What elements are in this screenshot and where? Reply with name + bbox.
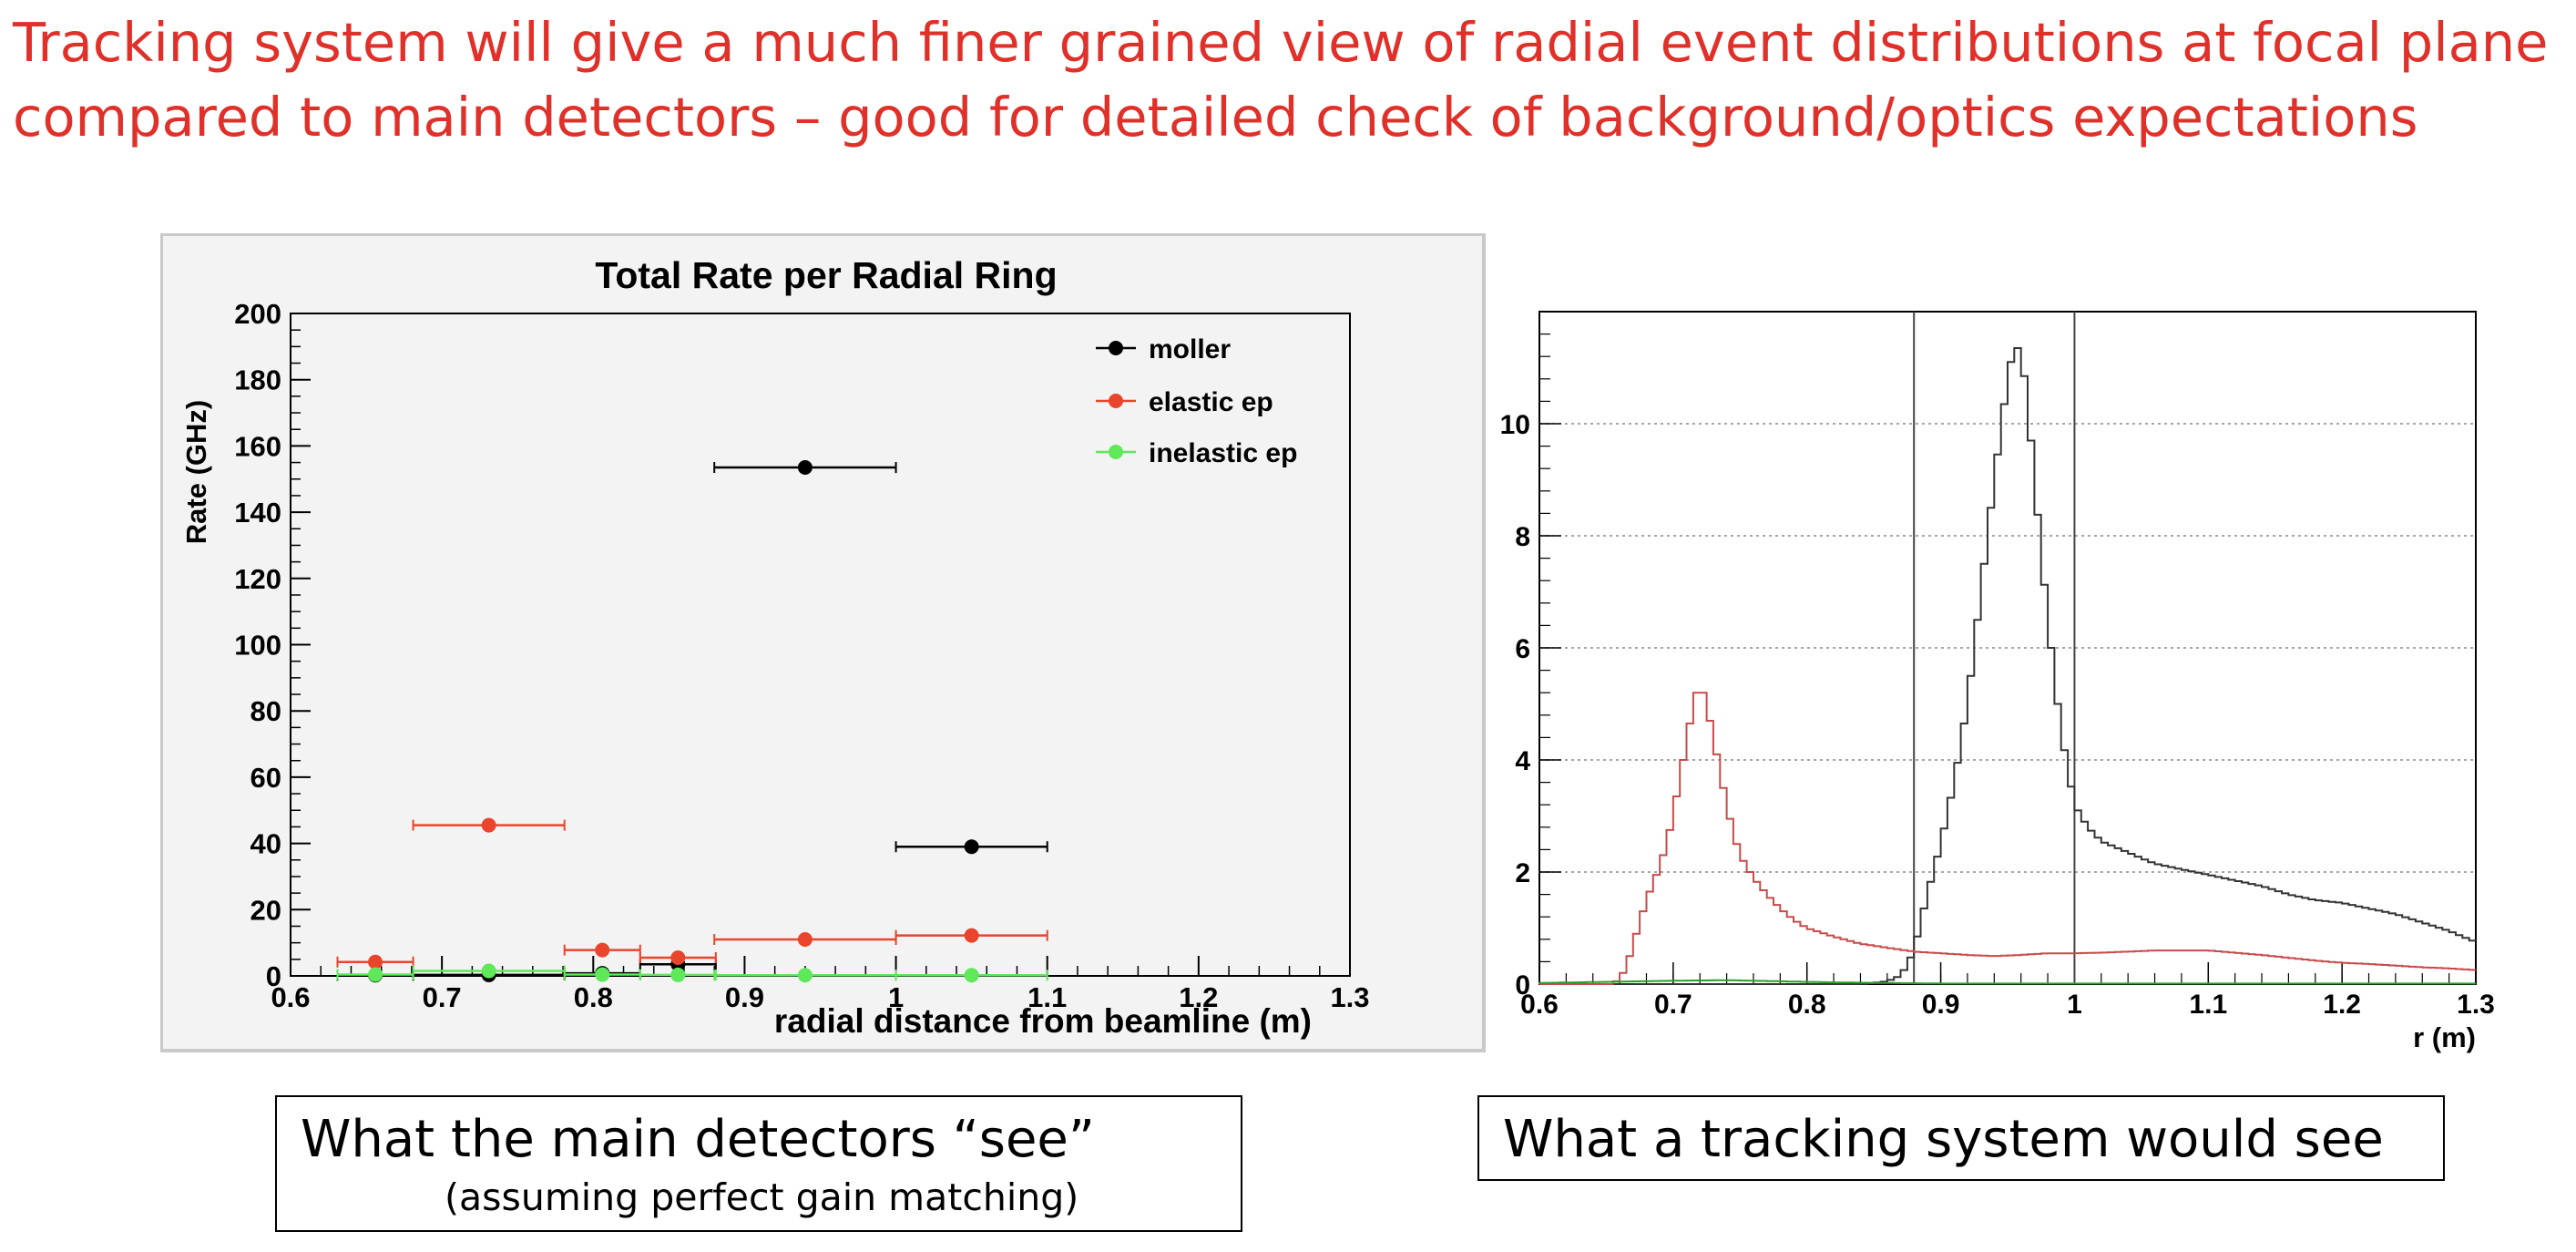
y-tick-label: 80 bbox=[250, 695, 281, 727]
y-tick-label: 100 bbox=[234, 630, 281, 662]
legend-elastic-marker bbox=[1109, 394, 1123, 408]
hist-series-inelastic-ep bbox=[1538, 979, 2476, 985]
y-tick-label: 60 bbox=[250, 762, 281, 794]
hist-x-tick-label: 0.6 bbox=[1520, 990, 1559, 1020]
data-point bbox=[481, 963, 496, 979]
series-inelastic-ep bbox=[336, 963, 1048, 983]
data-point bbox=[368, 954, 383, 970]
hist-series bbox=[1538, 347, 2476, 985]
hist-series-elastic-ep bbox=[1539, 692, 2476, 985]
y-tick-label: 140 bbox=[234, 497, 281, 529]
hist-series-moller bbox=[1539, 347, 2476, 985]
chart-title: Total Rate per Radial Ring bbox=[595, 254, 1057, 296]
plot-area bbox=[290, 313, 1351, 977]
hist-y-tick-label: 2 bbox=[1515, 858, 1530, 888]
data-point bbox=[797, 968, 813, 983]
hist-x-tick-label: 1.1 bbox=[2189, 990, 2227, 1020]
y-tick-label: 20 bbox=[250, 894, 281, 926]
main-detectors-caption: What the main detectors “see” (assuming … bbox=[275, 1095, 1242, 1232]
hist-x-tick-label: 0.7 bbox=[1654, 990, 1692, 1020]
x-tick-label: 1.2 bbox=[1179, 981, 1218, 1013]
hist-y-tick-label: 6 bbox=[1515, 634, 1530, 664]
x-axis-ticks: 0.6 0.7 0.8 0.9 1 1.1 1.2 1.3 bbox=[271, 956, 1370, 1013]
legend-moller-marker bbox=[1109, 341, 1123, 355]
y-tick-label: 200 bbox=[234, 298, 281, 330]
x-tick-label: 0.8 bbox=[574, 981, 613, 1013]
data-point bbox=[670, 950, 686, 966]
hist-y-tick-label: 0 bbox=[1515, 970, 1530, 1001]
data-point bbox=[964, 968, 979, 983]
y-axis-ticks: 0 20 40 60 80 100 120 140 160 180 200 bbox=[234, 298, 311, 992]
y-axis-label: Rate (GHz) bbox=[180, 400, 212, 544]
hist-x-tick-label: 1.2 bbox=[2323, 990, 2361, 1020]
hist-x-tick-label: 0.9 bbox=[1922, 990, 1960, 1020]
x-tick-label: 0.6 bbox=[271, 981, 310, 1013]
main-detectors-caption-note: (assuming perfect gain matching) bbox=[445, 1175, 1079, 1219]
legend-inelastic-label: inelastic ep bbox=[1149, 438, 1297, 468]
data-point bbox=[481, 817, 496, 833]
main-detectors-caption-text: What the main detectors “see” bbox=[301, 1110, 1095, 1169]
y-tick-label: 120 bbox=[234, 563, 281, 595]
tracking-system-caption-text: What a tracking system would see bbox=[1503, 1110, 2384, 1169]
y-tick-label: 180 bbox=[234, 364, 281, 396]
data-point bbox=[670, 967, 686, 982]
data-point bbox=[964, 839, 979, 855]
hist-x-tick-label: 1 bbox=[2067, 990, 2082, 1020]
legend-elastic-label: elastic ep bbox=[1149, 387, 1273, 417]
y-tick-label: 40 bbox=[250, 828, 281, 860]
data-point bbox=[595, 967, 610, 982]
hist-x-tick-label: 0.8 bbox=[1788, 990, 1826, 1020]
heading-line-2: compared to main detectors – good for de… bbox=[13, 86, 2418, 149]
tracking-histogram-chart: 0 2 4 6 8 10 0.6 0.7 0.8 0.9 1 1.1 1.2 1.3 r (m) bbox=[1500, 311, 2495, 1053]
slide-heading: Tracking system will give a much finer g… bbox=[13, 5, 2572, 155]
hist-y-tick-label: 8 bbox=[1515, 522, 1530, 552]
heading-line-1: Tracking system will give a much finer g… bbox=[13, 11, 2549, 74]
x-tick-label: 1.3 bbox=[1330, 981, 1369, 1013]
data-point bbox=[797, 932, 813, 948]
legend-moller-label: moller bbox=[1149, 334, 1231, 364]
series-elastic-ep bbox=[336, 817, 1048, 970]
y-tick-label: 0 bbox=[266, 960, 281, 992]
y-tick-label: 160 bbox=[234, 430, 281, 462]
x-tick-label: 1.1 bbox=[1027, 981, 1067, 1013]
hist-grid bbox=[1539, 423, 2476, 873]
hist-y-tick-label: 4 bbox=[1515, 746, 1530, 776]
legend: moller elastic ep inelastic ep bbox=[1096, 334, 1297, 468]
hist-y-tick-label: 10 bbox=[1500, 410, 1530, 440]
legend-inelastic-marker bbox=[1109, 445, 1123, 459]
tracking-system-caption: What a tracking system would see bbox=[1477, 1095, 2445, 1181]
x-tick-label: 0.7 bbox=[423, 981, 462, 1013]
data-point bbox=[595, 942, 610, 958]
x-tick-label: 1 bbox=[888, 981, 904, 1013]
data-point bbox=[368, 967, 383, 982]
hist-x-tick-label: 1.3 bbox=[2457, 990, 2495, 1020]
x-axis-label: radial distance from beamline (m) bbox=[774, 1002, 1312, 1040]
hist-x-axis-label: r (m) bbox=[2413, 1021, 2476, 1053]
hist-boundary-lines bbox=[1913, 312, 2076, 984]
data-point bbox=[964, 928, 979, 943]
data-point bbox=[797, 460, 813, 476]
rate-per-ring-chart: Total Rate per Radial Ring 0 20 40 60 80 100 1… bbox=[160, 233, 1486, 1052]
data-series bbox=[336, 460, 1048, 983]
hist-y-axis-ticks: 0 2 4 6 8 10 bbox=[1500, 333, 1561, 1001]
hist-x-axis-ticks: 0.6 0.7 0.8 0.9 1 1.1 1.2 1.3 bbox=[1520, 962, 2495, 1020]
x-tick-label: 0.9 bbox=[725, 981, 764, 1013]
